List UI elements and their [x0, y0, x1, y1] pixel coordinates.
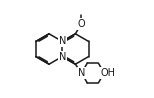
Text: N: N: [78, 68, 85, 78]
Text: O: O: [77, 19, 85, 29]
Text: OH: OH: [100, 68, 115, 78]
Text: N: N: [59, 52, 66, 62]
Text: N: N: [59, 36, 66, 46]
